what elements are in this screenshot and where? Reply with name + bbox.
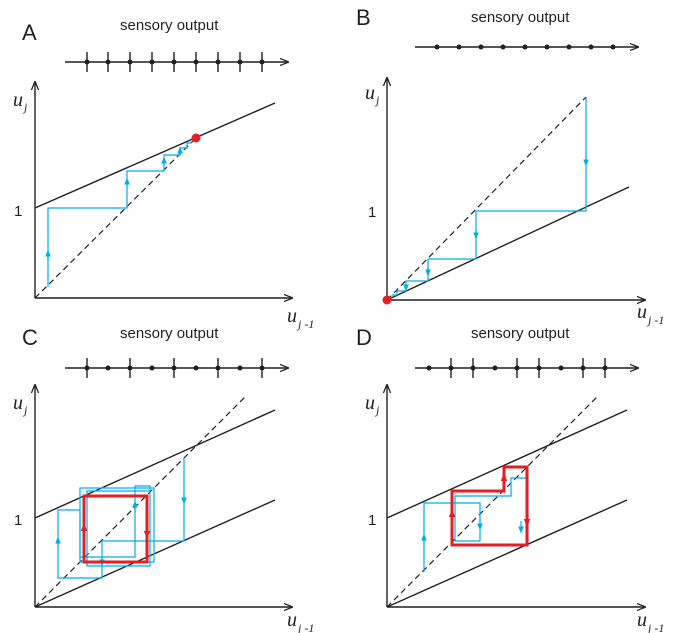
map-line-b <box>386 186 630 301</box>
panel-letter-a: A <box>22 20 37 45</box>
cobweb-trajectory-c <box>57 458 185 579</box>
identity-line-c <box>34 396 246 608</box>
x-axis-label-b: u <box>637 301 647 323</box>
limit-cycle-c <box>82 494 149 564</box>
cobweb-arrows-a <box>45 146 183 262</box>
axes-d <box>387 385 645 607</box>
identity-line-b <box>386 96 587 301</box>
sensory-output-train-d <box>415 358 638 378</box>
panel-letter-c: C <box>22 325 38 350</box>
svg-text:j -1: j -1 <box>296 317 314 331</box>
sensory-output-label-c: sensory output <box>120 325 219 342</box>
cobweb-trajectory-b <box>392 97 587 296</box>
tick-one-c: 1 <box>14 512 22 529</box>
y-axis-label-b: u <box>365 82 375 104</box>
y-axis-label-d: u <box>365 392 375 414</box>
svg-text:j: j <box>22 403 28 417</box>
axes-b <box>387 78 645 300</box>
limit-cycle-arrows-c <box>80 523 151 539</box>
panel-letter-b: B <box>356 5 371 30</box>
lower-map-line-d <box>386 499 628 608</box>
limit-cycle-d <box>450 465 529 547</box>
sensory-output-label-b: sensory output <box>471 9 570 26</box>
limit-cycle-arrows-d <box>448 473 531 527</box>
svg-text:j -1: j -1 <box>296 621 314 633</box>
sensory-output-label-a: sensory output <box>120 17 219 34</box>
svg-text:j: j <box>374 93 380 107</box>
x-axis-label-a: u <box>287 305 297 327</box>
x-axis-label-c: u <box>287 609 297 631</box>
svg-text:j: j <box>22 100 28 114</box>
axes-a <box>35 82 292 298</box>
tick-one-a: 1 <box>14 203 22 220</box>
sensory-output-train-c <box>65 358 288 378</box>
lower-map-line-c <box>34 499 276 608</box>
tick-one-d: 1 <box>368 512 376 529</box>
svg-text:j -1: j -1 <box>646 621 664 633</box>
y-axis-label-c: u <box>13 392 23 414</box>
cobweb-arrows-b <box>403 155 589 292</box>
axes-c <box>35 385 292 607</box>
fixed-point-a <box>191 133 201 143</box>
identity-line-a <box>34 137 197 299</box>
identity-line-d <box>386 396 598 608</box>
panel-b: B sensory output u j u j -1 1 <box>356 5 664 327</box>
fixed-point-b <box>382 295 392 305</box>
cobweb-trajectory-a <box>47 142 191 287</box>
svg-text:j: j <box>374 403 380 417</box>
map-line-a <box>34 102 276 209</box>
tick-one-b: 1 <box>368 204 376 221</box>
cobweb-arrows-c <box>55 493 187 567</box>
cobweb-arrows-d <box>421 519 524 545</box>
upper-map-line-c <box>34 409 276 519</box>
sensory-output-label-d: sensory output <box>471 325 570 342</box>
y-axis-label-a: u <box>13 89 23 111</box>
sensory-output-train-b <box>415 45 638 50</box>
x-axis-label-d: u <box>637 609 647 631</box>
panel-letter-d: D <box>356 325 372 350</box>
panel-a: A sensory output u j u j -1 1 <box>13 17 314 331</box>
sensory-output-train-a <box>65 52 288 72</box>
panel-c: C sensory output u j u j -1 1 <box>13 325 314 633</box>
upper-map-line-d <box>386 409 628 519</box>
svg-text:j -1: j -1 <box>646 313 664 327</box>
panel-d: D sensory output u j u j -1 1 <box>356 325 664 633</box>
